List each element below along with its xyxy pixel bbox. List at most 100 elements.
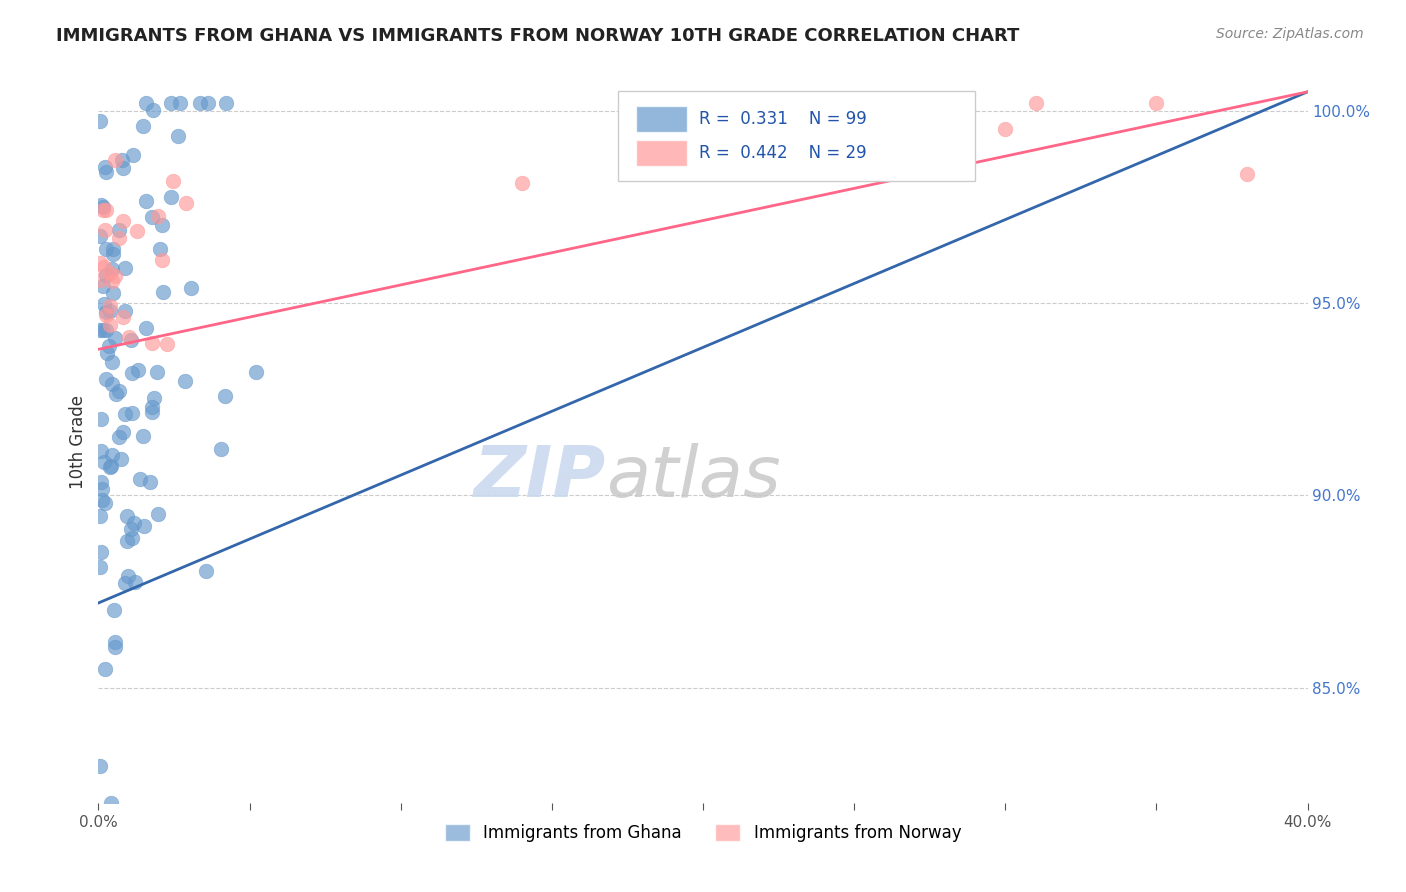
Point bbox=[169, 96, 191, 111]
Point bbox=[115, 509, 138, 524]
Point bbox=[162, 174, 184, 188]
Point bbox=[121, 406, 143, 420]
Point bbox=[121, 366, 143, 380]
Point bbox=[188, 96, 211, 111]
Point bbox=[141, 400, 163, 414]
Point bbox=[135, 321, 157, 335]
FancyBboxPatch shape bbox=[637, 105, 688, 132]
Point bbox=[101, 355, 124, 369]
Point bbox=[93, 297, 115, 311]
Point bbox=[89, 508, 111, 523]
Point bbox=[1144, 96, 1167, 111]
Point bbox=[214, 96, 236, 111]
Point bbox=[124, 575, 146, 590]
Point bbox=[96, 323, 118, 337]
Point bbox=[100, 459, 122, 474]
Point bbox=[150, 253, 173, 268]
Point bbox=[197, 96, 219, 111]
Point bbox=[994, 122, 1017, 136]
Point bbox=[143, 391, 166, 405]
FancyBboxPatch shape bbox=[619, 91, 976, 181]
Point bbox=[214, 389, 236, 403]
Point bbox=[89, 273, 111, 287]
Point bbox=[112, 425, 135, 439]
Point bbox=[89, 759, 111, 773]
Text: ZIP: ZIP bbox=[474, 443, 606, 512]
Point bbox=[160, 190, 183, 204]
Point bbox=[107, 223, 129, 237]
Point bbox=[110, 153, 132, 167]
Point bbox=[89, 256, 111, 270]
Point bbox=[129, 472, 152, 486]
Point bbox=[103, 640, 125, 654]
Point bbox=[100, 377, 122, 392]
Text: Source: ZipAtlas.com: Source: ZipAtlas.com bbox=[1216, 27, 1364, 41]
Point bbox=[91, 278, 114, 293]
Point bbox=[105, 387, 128, 401]
Point bbox=[96, 202, 118, 217]
Point bbox=[100, 303, 122, 318]
Point bbox=[93, 662, 115, 676]
Text: IMMIGRANTS FROM GHANA VS IMMIGRANTS FROM NORWAY 10TH GRADE CORRELATION CHART: IMMIGRANTS FROM GHANA VS IMMIGRANTS FROM… bbox=[56, 27, 1019, 45]
Point bbox=[115, 533, 138, 548]
Point bbox=[118, 330, 141, 344]
Point bbox=[94, 308, 117, 322]
Point bbox=[101, 286, 124, 301]
Point bbox=[101, 261, 124, 276]
Point bbox=[166, 129, 188, 144]
Point bbox=[121, 147, 143, 161]
Point bbox=[94, 165, 117, 179]
Point bbox=[98, 266, 121, 280]
Point bbox=[108, 430, 131, 444]
Point bbox=[139, 475, 162, 490]
Point bbox=[89, 559, 111, 574]
Point bbox=[104, 153, 127, 168]
Point bbox=[120, 333, 142, 347]
Point bbox=[90, 475, 112, 489]
Point bbox=[90, 443, 112, 458]
Point bbox=[112, 214, 135, 228]
Point bbox=[104, 268, 127, 283]
Point bbox=[125, 224, 148, 238]
Point bbox=[135, 96, 157, 111]
Point bbox=[90, 411, 112, 425]
Point bbox=[93, 455, 115, 469]
Point bbox=[89, 229, 111, 244]
Point bbox=[90, 492, 112, 507]
Point bbox=[152, 285, 174, 299]
Point bbox=[101, 274, 124, 288]
Point bbox=[152, 218, 174, 232]
Point bbox=[90, 198, 112, 212]
Point bbox=[89, 323, 111, 337]
Point bbox=[245, 365, 267, 379]
Point bbox=[100, 448, 122, 462]
Point bbox=[101, 242, 124, 256]
Point bbox=[209, 442, 232, 456]
Point bbox=[94, 222, 117, 236]
Point bbox=[94, 160, 117, 174]
Text: R =  0.331    N = 99: R = 0.331 N = 99 bbox=[699, 110, 868, 128]
Point bbox=[148, 507, 170, 521]
Point bbox=[141, 211, 163, 225]
Point bbox=[117, 569, 139, 583]
Point bbox=[1236, 167, 1258, 181]
Point bbox=[114, 304, 136, 318]
Point bbox=[96, 305, 118, 319]
Point bbox=[110, 451, 132, 466]
Point bbox=[114, 260, 136, 275]
Point bbox=[108, 231, 131, 245]
Text: R =  0.442    N = 29: R = 0.442 N = 29 bbox=[699, 144, 868, 161]
Point bbox=[132, 428, 155, 442]
Point bbox=[180, 280, 202, 294]
Point bbox=[122, 516, 145, 531]
Point bbox=[94, 268, 117, 283]
Point bbox=[141, 103, 163, 118]
Text: atlas: atlas bbox=[606, 443, 780, 512]
Point bbox=[100, 796, 122, 810]
Point bbox=[195, 564, 218, 578]
Point bbox=[104, 635, 127, 649]
Point bbox=[510, 176, 533, 190]
Point bbox=[146, 365, 169, 379]
Point bbox=[159, 96, 181, 111]
Point bbox=[108, 384, 131, 398]
